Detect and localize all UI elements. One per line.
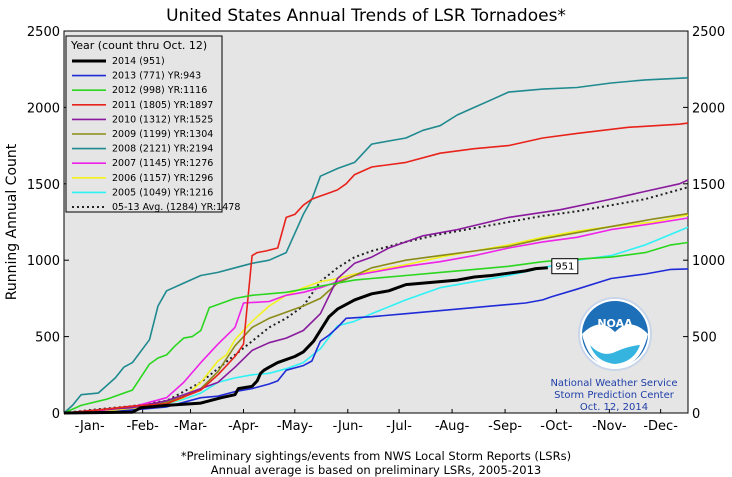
- x-tick-label: -Jun-: [333, 419, 364, 434]
- series-line: [63, 122, 689, 414]
- y-tick-label-right: 0: [692, 407, 700, 422]
- end-value-box: 951: [551, 258, 579, 275]
- x-tick-label: -Sep-: [488, 419, 522, 434]
- x-tick-label: -Jul-: [386, 419, 412, 434]
- footnote-average: Annual average is based on preliminary L…: [211, 463, 541, 477]
- legend-label: 05-13 Avg. (1284) YR:1478: [112, 202, 240, 213]
- date-caption: Oct. 12, 2014: [580, 402, 648, 413]
- y-tick-label: 2500: [27, 25, 60, 40]
- y-tick-label: 1000: [27, 254, 60, 269]
- series-line: [63, 179, 689, 414]
- spc-caption: Storm Prediction Center: [554, 390, 675, 401]
- y-tick-label-right: 1000: [692, 254, 725, 269]
- series-line: [63, 217, 689, 414]
- legend-label: 2013 (771) YR:943: [112, 71, 201, 82]
- x-tick-label: -Jan-: [75, 419, 105, 434]
- x-tick-label: -Feb-: [126, 419, 159, 434]
- x-tick-label: -Aug-: [435, 419, 470, 434]
- y-tick-label-right: 1500: [692, 178, 725, 193]
- x-axis: -Jan- -Feb- -Mar- -Apr- -May- -Jun- -Jul- -Aug-…: [75, 409, 678, 434]
- series-line: [63, 268, 689, 414]
- series-line: [63, 186, 689, 414]
- legend-label: 2010 (1312) YR:1525: [112, 114, 213, 125]
- x-tick-label: -Oct-: [540, 419, 573, 434]
- legend-label: 2012 (998) YR:1116: [112, 85, 207, 96]
- legend-label: 2006 (1157) YR:1296: [112, 173, 213, 184]
- legend-label: 2008 (2121) YR:2194: [112, 144, 213, 155]
- footnote-sources: *Preliminary sightings/events from NWS L…: [181, 449, 571, 463]
- series-line: [63, 241, 689, 414]
- y-axis-right: 0 500 1000 1500 2000 2500: [683, 25, 725, 422]
- y-tick-label: 0: [52, 407, 60, 422]
- legend-label: 2005 (1049) YR:1216: [112, 187, 213, 198]
- series-lines: [63, 77, 689, 415]
- legend: Year (count thru Oct. 12) 2014 (951) 2013…: [65, 35, 240, 213]
- x-tick-label: -Mar-: [174, 419, 207, 434]
- legend-title: Year (count thru Oct. 12): [70, 39, 207, 52]
- y-tick-label: 1500: [27, 178, 60, 193]
- noaa-wave-icon: [590, 345, 640, 364]
- y-axis-left: 0 500 1000 1500 2000 2500: [27, 25, 69, 422]
- y-tick-label: 2000: [27, 101, 60, 116]
- legend-box: [65, 35, 223, 213]
- chart-title: United States Annual Trends of LSR Torna…: [166, 6, 566, 26]
- end-value-label: 951: [555, 262, 574, 273]
- y-tick-label: 500: [35, 331, 60, 346]
- legend-label: 2007 (1145) YR:1276: [112, 158, 213, 169]
- legend-label: 2009 (1199) YR:1304: [112, 129, 213, 140]
- y-tick-label-right: 500: [692, 331, 717, 346]
- y-tick-label-right: 2000: [692, 101, 725, 116]
- legend-label: 2011 (1805) YR:1897: [112, 100, 213, 111]
- noaa-logo: NOAA National Weather Service Storm Pred…: [550, 297, 678, 413]
- nws-caption: National Weather Service: [550, 378, 677, 389]
- x-tick-label: -Nov-: [592, 419, 627, 434]
- y-tick-label-right: 2500: [692, 25, 725, 40]
- legend-label: 2014 (951): [112, 56, 165, 67]
- noaa-logo-text: NOAA: [597, 317, 633, 330]
- series-line: [63, 266, 548, 415]
- x-tick-label: -May-: [277, 419, 313, 434]
- y-axis-label: Running Annual Count: [4, 143, 20, 300]
- x-tick-label: -Apr-: [228, 419, 259, 434]
- x-tick-label: -Dec-: [643, 419, 678, 434]
